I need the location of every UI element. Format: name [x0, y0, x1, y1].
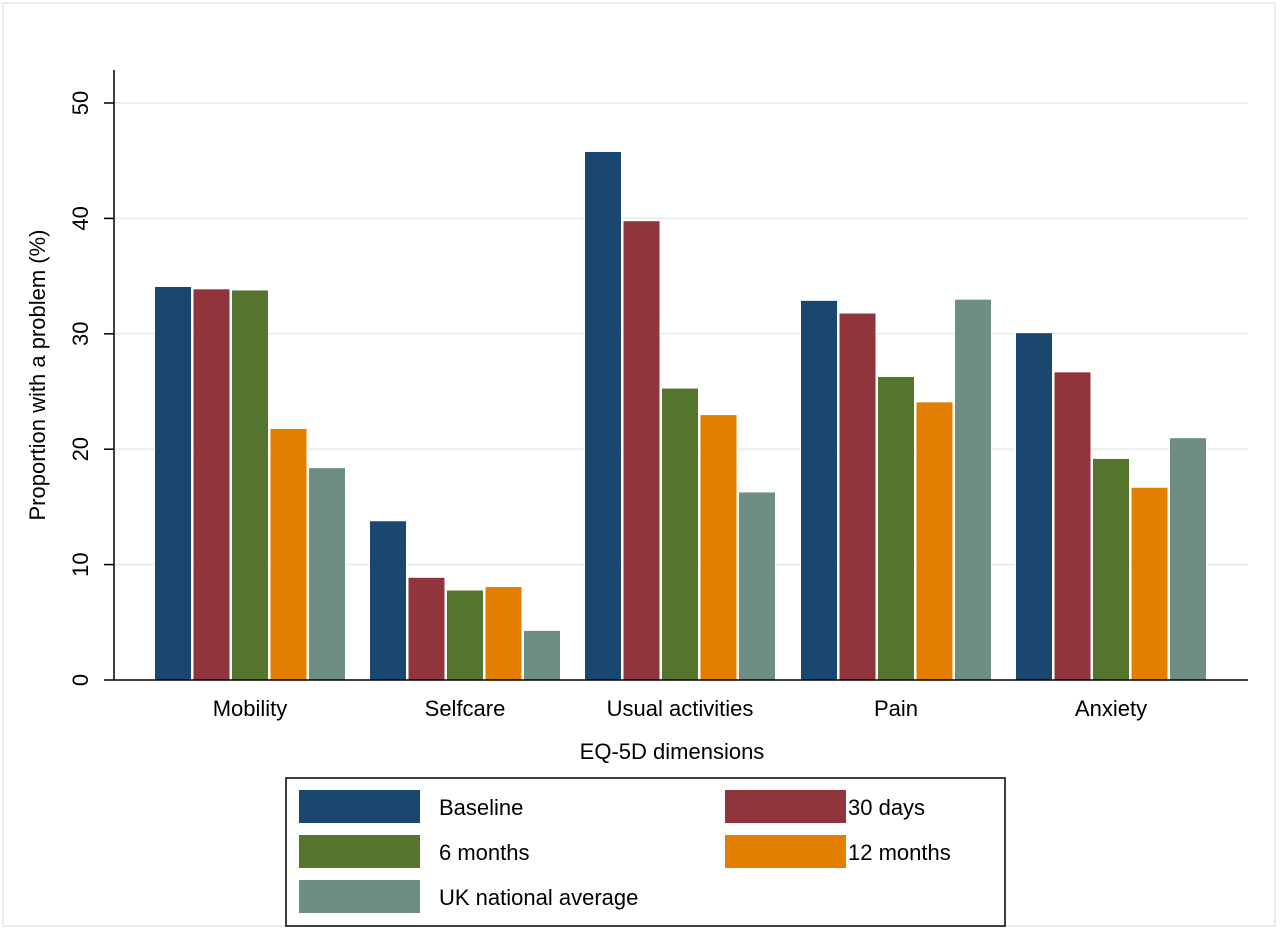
bar-selfcare-uk-national-average — [523, 629, 561, 681]
x-category-label: Mobility — [213, 696, 288, 721]
y-tick-label: 20 — [68, 437, 93, 461]
bar-pain-12-months — [915, 401, 954, 681]
y-tick-label: 50 — [68, 91, 93, 115]
bar-selfcare-6-months — [446, 589, 484, 681]
bar-anxiety-30-days — [1053, 371, 1092, 681]
legend-label: 6 months — [439, 840, 530, 865]
bar-usual-activities-baseline — [584, 150, 622, 681]
bar-pain-30-days — [838, 312, 877, 681]
bar-pain-baseline — [800, 299, 838, 681]
legend-label: Baseline — [439, 795, 523, 820]
bar-pain-6-months — [877, 375, 915, 681]
bar-mobility-uk-national-average — [308, 467, 346, 681]
bar-usual-activities-30-days — [622, 220, 661, 681]
axes — [113, 70, 1248, 681]
bar-mobility-30-days — [192, 288, 231, 681]
y-axis-title: Proportion with a problem (%) — [25, 229, 50, 520]
y-tick-label: 0 — [68, 674, 93, 686]
legend-label: 30 days — [848, 795, 925, 820]
y-tick-label: 10 — [68, 552, 93, 576]
y-tick-label: 30 — [68, 322, 93, 346]
x-category-label: Pain — [874, 696, 918, 721]
bar-mobility-6-months — [231, 289, 269, 681]
x-category-label: Anxiety — [1075, 696, 1147, 721]
legend-swatch — [299, 790, 420, 823]
y-ticks: 0 10 20 30 40 50 — [68, 91, 114, 686]
bar-mobility-12-months — [269, 427, 308, 681]
x-category-label: Usual activities — [607, 696, 754, 721]
bar-anxiety-uk-national-average — [1169, 437, 1207, 681]
legend: Baseline 30 days 6 months 12 months UK natio… — [285, 777, 1006, 927]
legend-swatch — [299, 835, 420, 868]
legend-label: UK national average — [439, 885, 638, 910]
bars — [154, 150, 1207, 681]
legend-swatch — [299, 880, 420, 913]
legend-label: 12 months — [848, 840, 951, 865]
bar-anxiety-6-months — [1092, 457, 1130, 681]
y-tick-label: 40 — [68, 206, 93, 230]
legend-swatch — [725, 835, 846, 868]
x-category-label: Selfcare — [425, 696, 506, 721]
x-category-labels: Mobility Selfcare Usual activities Pain Anxi… — [213, 696, 1147, 721]
bar-usual-activities-uk-national-average — [738, 491, 776, 681]
bar-anxiety-12-months — [1130, 486, 1169, 681]
bar-usual-activities-6-months — [661, 387, 699, 681]
bar-selfcare-12-months — [484, 586, 523, 681]
bar-pain-uk-national-average — [954, 298, 992, 681]
x-axis-title: EQ-5D dimensions — [580, 739, 765, 764]
bar-anxiety-baseline — [1015, 332, 1053, 681]
bar-mobility-baseline — [154, 285, 192, 681]
bar-selfcare-baseline — [369, 520, 407, 681]
legend-swatch — [725, 790, 846, 823]
bar-usual-activities-12-months — [699, 414, 738, 681]
bar-selfcare-30-days — [407, 576, 446, 681]
